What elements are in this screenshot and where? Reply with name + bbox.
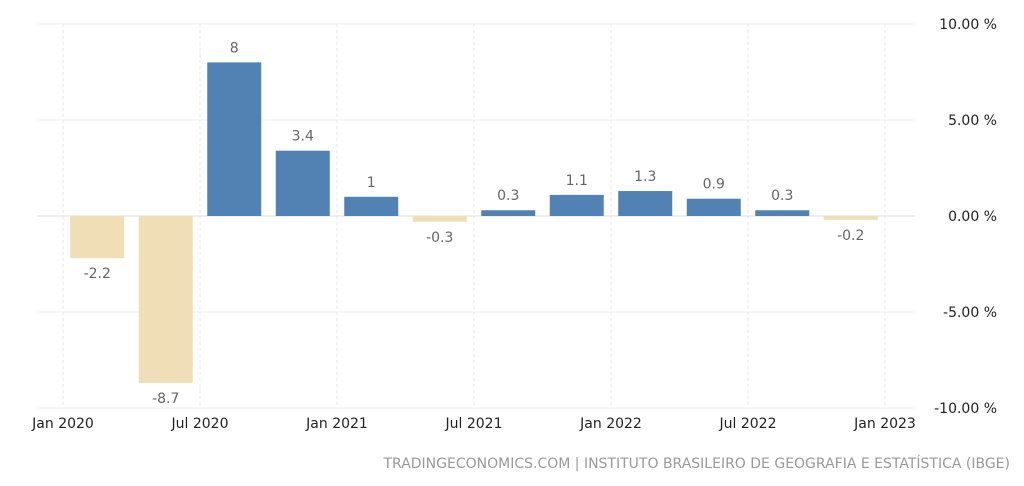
data-label: -0.2 — [837, 228, 864, 244]
x-tick-label: Jul 2020 — [171, 416, 229, 432]
bar — [686, 198, 741, 216]
data-label: 0.3 — [771, 188, 793, 204]
bar — [138, 216, 193, 384]
x-tick-label: Jan 2023 — [853, 416, 916, 432]
y-tick-label: 10.00 % — [939, 17, 997, 33]
data-label: 1.3 — [634, 169, 656, 185]
data-label: 0.3 — [497, 188, 519, 204]
bar — [70, 216, 125, 259]
data-label: -8.7 — [152, 391, 179, 407]
y-tick-label: 5.00 % — [948, 113, 997, 129]
data-label: 1 — [367, 175, 376, 191]
bar — [344, 196, 399, 216]
source-credit: TRADINGECONOMICS.COM | INSTITUTO BRASILE… — [383, 456, 1010, 472]
x-tick-label: Jul 2021 — [445, 416, 503, 432]
data-label: 1.1 — [566, 173, 588, 189]
bar — [412, 216, 467, 222]
data-label: 3.4 — [292, 129, 314, 145]
y-tick-label: -5.00 % — [943, 305, 997, 321]
bar — [618, 191, 673, 216]
bar — [549, 194, 604, 216]
y-tick-label: 0.00 % — [948, 209, 997, 225]
x-tick-label: Jul 2022 — [719, 416, 777, 432]
bar — [823, 216, 878, 220]
bar — [481, 210, 536, 216]
x-tick-label: Jan 2022 — [579, 416, 642, 432]
data-label: -0.3 — [426, 230, 453, 246]
bar — [755, 210, 810, 216]
y-tick-label: -10.00 % — [934, 401, 997, 417]
data-label: -2.2 — [84, 266, 111, 282]
data-label: 8 — [230, 40, 239, 56]
bar — [275, 150, 330, 216]
data-label: 0.9 — [703, 177, 725, 193]
x-tick-label: Jan 2021 — [305, 416, 368, 432]
x-tick-label: Jan 2020 — [31, 416, 94, 432]
bar — [207, 62, 262, 217]
